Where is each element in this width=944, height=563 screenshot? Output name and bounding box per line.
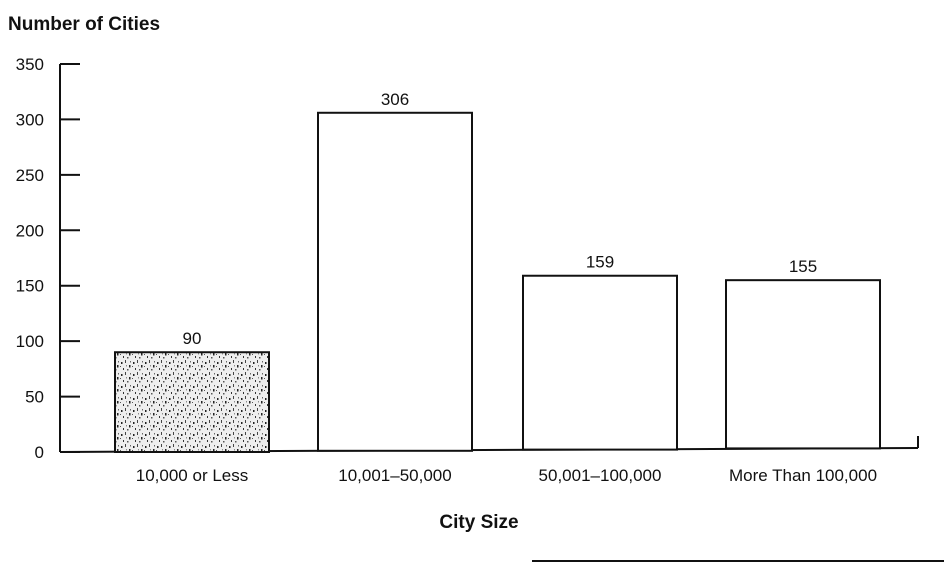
data-label: 159 bbox=[586, 253, 614, 272]
category-label: More Than 100,000 bbox=[729, 466, 877, 485]
category-label: 10,001–50,000 bbox=[338, 466, 451, 485]
data-label: 90 bbox=[183, 329, 202, 348]
data-labels: 90 306 159 155 bbox=[183, 90, 818, 348]
y-axis-title: Number of Cities bbox=[8, 14, 160, 35]
category-labels: 10,000 or Less 10,001–50,000 50,001–100,00… bbox=[136, 466, 877, 485]
bar bbox=[725, 279, 881, 450]
y-tick-label: 300 bbox=[16, 110, 44, 129]
y-ticks: 0 50 100 150 200 250 300 350 bbox=[16, 55, 80, 462]
y-tick-label: 200 bbox=[16, 221, 44, 240]
category-label: 50,001–100,000 bbox=[539, 466, 662, 485]
data-label: 306 bbox=[381, 90, 409, 109]
y-tick-label: 250 bbox=[16, 166, 44, 185]
bar bbox=[114, 351, 270, 454]
category-label: 10,000 or Less bbox=[136, 466, 248, 485]
y-tick-label: 350 bbox=[16, 55, 44, 74]
bar bbox=[317, 111, 473, 452]
y-tick-label: 0 bbox=[35, 443, 44, 462]
y-tick-label: 50 bbox=[25, 388, 44, 407]
data-label: 155 bbox=[789, 257, 817, 276]
x-axis-title: City Size bbox=[439, 512, 518, 533]
bar bbox=[522, 274, 678, 451]
y-tick-label: 150 bbox=[16, 277, 44, 296]
bars bbox=[114, 111, 881, 454]
y-tick-label: 100 bbox=[16, 332, 44, 351]
